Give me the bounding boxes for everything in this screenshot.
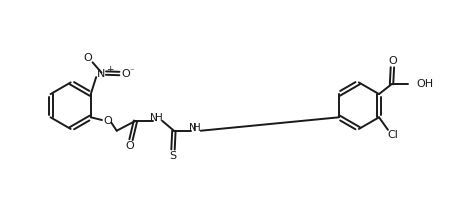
Text: OH: OH xyxy=(416,79,433,89)
Text: H: H xyxy=(155,113,162,123)
Text: N: N xyxy=(151,113,158,123)
Text: S: S xyxy=(169,151,176,161)
Text: N: N xyxy=(97,69,106,79)
Text: Cl: Cl xyxy=(388,130,399,140)
Text: N: N xyxy=(189,123,196,133)
Text: O: O xyxy=(84,53,93,63)
Text: H: H xyxy=(193,123,201,133)
Text: O: O xyxy=(388,56,397,66)
Text: O: O xyxy=(103,116,112,126)
Text: O: O xyxy=(125,141,134,151)
Text: O: O xyxy=(121,69,130,79)
Text: +: + xyxy=(106,66,113,74)
Text: ⁻: ⁻ xyxy=(129,67,134,76)
